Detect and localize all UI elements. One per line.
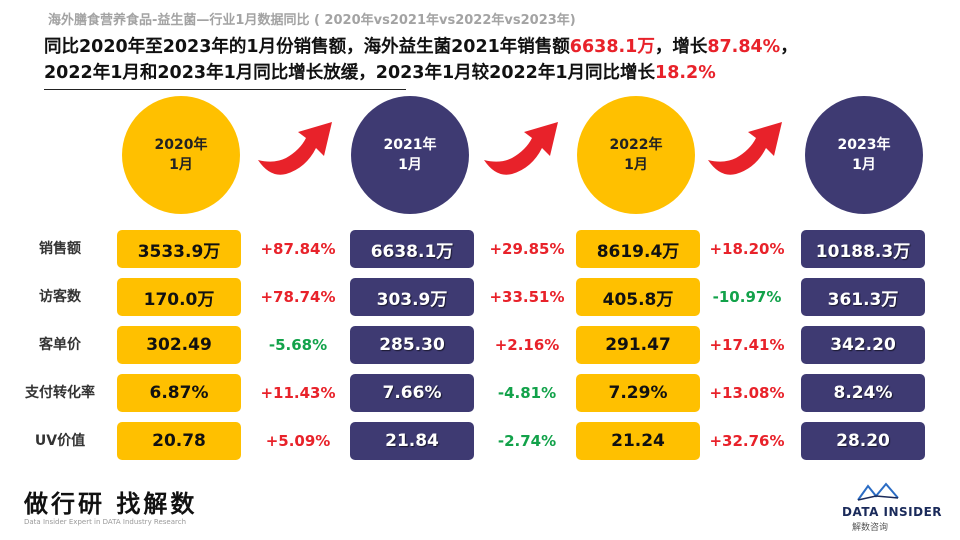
change-visitors-2021: +78.74% (260, 288, 336, 306)
headline-highlight-sales: 6638.1万 (569, 37, 655, 57)
headline-highlight-growth: 87.84% (707, 37, 781, 57)
data-insider-logo-icon (857, 482, 899, 501)
period-month: 1月 (169, 157, 193, 173)
change-visitors-2023: -10.97% (712, 288, 782, 306)
value-conversion-2020: 6.87% (117, 374, 241, 412)
value-uv-value-2020: 20.78 (117, 422, 241, 460)
value-avg-order-2020: 302.49 (117, 326, 241, 364)
value-sales-2023: 10188.3万 (801, 230, 925, 268)
headline-text: ，增长 (654, 37, 708, 57)
headline-underline (44, 89, 406, 90)
headline-highlight-2023: 18.2% (655, 63, 716, 83)
period-year: 2021年 (383, 137, 437, 153)
row-label-avg-order: 客单价 (39, 337, 81, 353)
change-sales-2022: +29.85% (489, 240, 565, 258)
row-label-sales: 销售额 (39, 241, 81, 257)
curved-arrow-icon (258, 122, 332, 175)
headline-text: 2022年1月和2023年1月同比增长放缓，2023年1月较2022年1月同比增… (44, 63, 656, 83)
page-title: 海外膳食营养食品-益生菌—行业1月数据同比 ( 2020年vs2021年vs20… (48, 13, 576, 28)
period-circle-2023: 2023年 1月 (805, 96, 923, 214)
change-visitors-2022: +33.51% (489, 288, 565, 306)
change-avg-order-2022: +2.16% (494, 336, 560, 354)
change-conversion-2022: -4.81% (497, 384, 557, 402)
headline: 同比2020年至2023年的1月份销售额，海外益生菌2021年销售额6638.1… (44, 34, 798, 86)
row-label-visitors: 访客数 (39, 289, 81, 305)
change-conversion-2021: +11.43% (260, 384, 336, 402)
period-month: 1月 (852, 157, 876, 173)
value-conversion-2021: 7.66% (350, 374, 474, 412)
value-avg-order-2023: 342.20 (801, 326, 925, 364)
change-uv-value-2023: +32.76% (709, 432, 785, 450)
headline-line-2: 2022年1月和2023年1月同比增长放缓，2023年1月较2022年1月同比增… (44, 60, 798, 86)
value-sales-2020: 3533.9万 (117, 230, 241, 268)
value-avg-order-2022: 291.47 (576, 326, 700, 364)
change-sales-2023: +18.20% (709, 240, 785, 258)
value-visitors-2020: 170.0万 (117, 278, 241, 316)
value-visitors-2023: 361.3万 (801, 278, 925, 316)
period-month: 1月 (624, 157, 648, 173)
period-circle-2021: 2021年 1月 (351, 96, 469, 214)
change-uv-value-2022: -2.74% (497, 432, 557, 450)
row-label-conversion: 支付转化率 (25, 385, 95, 401)
headline-text: 同比2020年至2023年的1月份销售额，海外益生菌2021年销售额 (44, 37, 570, 57)
change-sales-2021: +87.84% (260, 240, 336, 258)
value-uv-value-2021: 21.84 (350, 422, 474, 460)
period-year: 2022年 (609, 137, 663, 153)
logo-text: DATA INSIDER (842, 505, 943, 519)
headline-line-1: 同比2020年至2023年的1月份销售额，海外益生菌2021年销售额6638.1… (44, 34, 798, 60)
value-visitors-2022: 405.8万 (576, 278, 700, 316)
change-conversion-2023: +13.08% (709, 384, 785, 402)
logo-subtext: 解数咨询 (852, 523, 889, 533)
change-uv-value-2021: +5.09% (265, 432, 331, 450)
value-conversion-2023: 8.24% (801, 374, 925, 412)
value-avg-order-2021: 285.30 (350, 326, 474, 364)
value-uv-value-2023: 28.20 (801, 422, 925, 460)
value-conversion-2022: 7.29% (576, 374, 700, 412)
value-sales-2021: 6638.1万 (350, 230, 474, 268)
period-year: 2023年 (837, 137, 891, 153)
value-sales-2022: 8619.4万 (576, 230, 700, 268)
curved-arrow-icon (708, 122, 782, 175)
value-uv-value-2022: 21.24 (576, 422, 700, 460)
brand-tagline: Data Insider Expert in DATA Industry Res… (24, 518, 187, 526)
brand-slogan: 做行研 找解数 (24, 490, 198, 518)
headline-text: ， (780, 37, 798, 57)
period-circle-2020: 2020年 1月 (122, 96, 240, 214)
row-label-uv-value: UV价值 (34, 433, 86, 449)
change-avg-order-2023: +17.41% (709, 336, 785, 354)
period-circle-2022: 2022年 1月 (577, 96, 695, 214)
period-year: 2020年 (154, 137, 208, 153)
change-avg-order-2021: -5.68% (268, 336, 328, 354)
curved-arrow-icon (484, 122, 558, 175)
value-visitors-2021: 303.9万 (350, 278, 474, 316)
period-month: 1月 (398, 157, 422, 173)
